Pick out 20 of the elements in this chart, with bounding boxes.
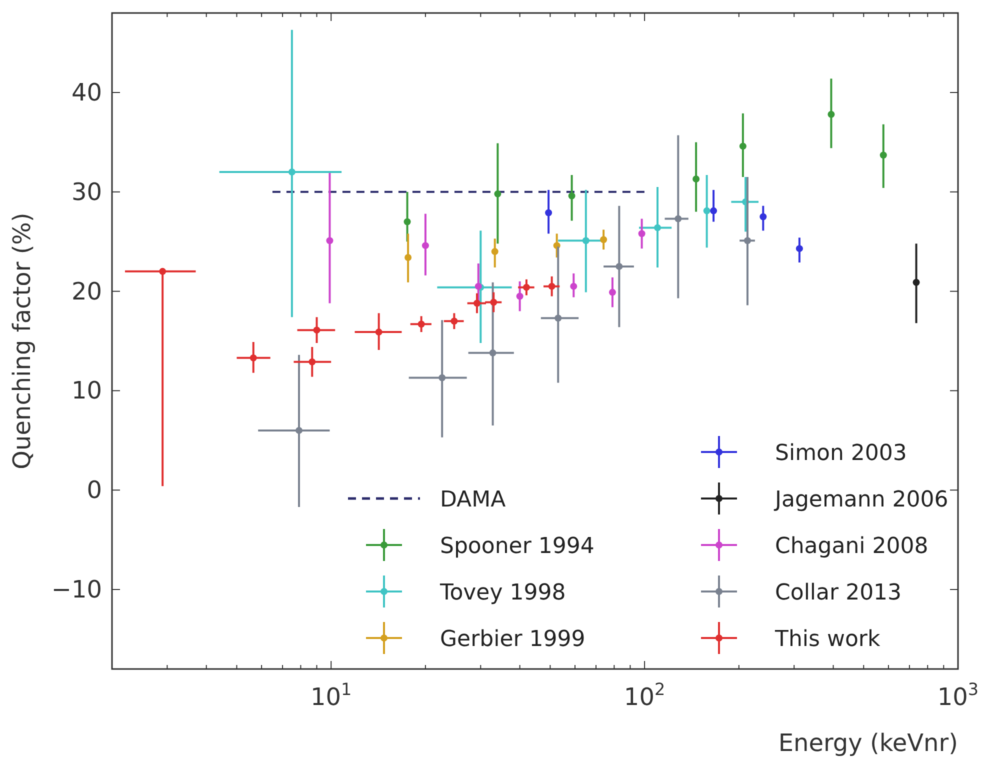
y-tick-label: 0 [86, 476, 102, 504]
y-tick-label: 30 [71, 178, 102, 206]
y-tick-label: 10 [71, 376, 102, 405]
legend-label: Collar 2013 [775, 580, 902, 606]
x-tick-label: 10$^{2}$ [624, 679, 666, 711]
legend-label: This work [774, 627, 880, 652]
x-tick-label: 10$^{1}$ [310, 679, 352, 711]
legend-label: Chagani 2008 [775, 534, 928, 559]
y-tick-label: 40 [71, 78, 102, 107]
legend-label: Jagemann 2006 [773, 488, 948, 512]
x-axis-title: Energy (keVnr) [778, 729, 958, 757]
legend-label: Tovey 1998 [439, 580, 566, 606]
x-tick-label: 10$^{3}$ [937, 679, 979, 711]
legend-label: DAMA [440, 488, 506, 512]
legend-label: Simon 2003 [775, 441, 907, 466]
legend-label: Spooner 1994 [440, 534, 594, 559]
y-tick-label: −10 [51, 575, 102, 604]
y-axis-title: Quenching factor (%) [8, 212, 36, 470]
legend-label: Gerbier 1999 [440, 627, 586, 652]
y-tick-label: 20 [71, 277, 102, 306]
